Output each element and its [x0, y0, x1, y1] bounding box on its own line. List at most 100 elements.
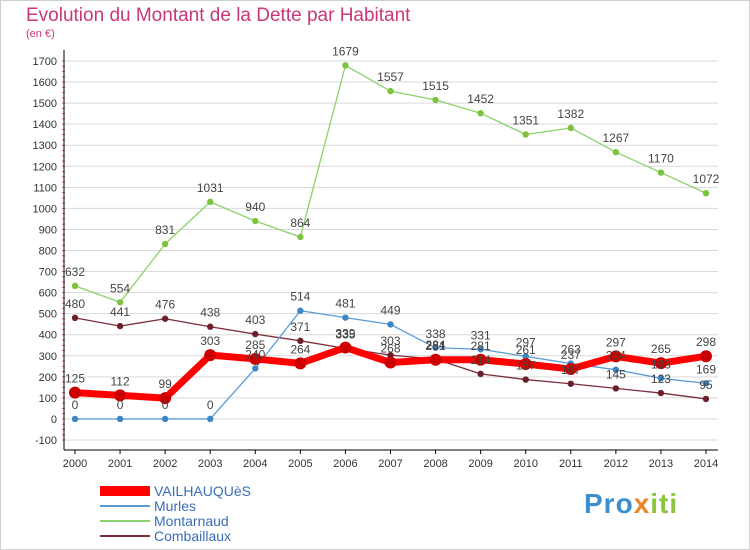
data-point — [474, 353, 487, 366]
data-point — [702, 190, 710, 197]
data-label: 438 — [200, 306, 220, 320]
data-label: 1557 — [377, 70, 404, 84]
data-point — [116, 415, 124, 423]
x-tick-label: 2009 — [468, 458, 492, 470]
data-point — [612, 366, 620, 373]
data-label: 554 — [110, 281, 130, 295]
data-point — [522, 376, 529, 383]
data-label: 403 — [245, 313, 265, 327]
y-tick-label: 1700 — [33, 56, 57, 68]
data-label: 1382 — [557, 107, 584, 121]
data-label: 169 — [696, 362, 716, 376]
data-label: 145 — [606, 367, 626, 381]
data-label: 281 — [471, 339, 491, 353]
data-label: 1170 — [648, 152, 674, 166]
data-label: 514 — [290, 290, 310, 304]
y-tick-label: 800 — [39, 246, 57, 258]
data-label: 187 — [516, 359, 536, 373]
data-label: 338 — [426, 327, 446, 341]
chart-title: Evolution du Montant de la Dette par Hab… — [26, 5, 411, 26]
data-point — [339, 341, 352, 354]
y-tick-label: 1100 — [33, 182, 57, 194]
data-point — [116, 299, 124, 306]
data-point — [71, 282, 79, 290]
data-label: 125 — [65, 372, 85, 386]
data-label: 240 — [245, 347, 265, 361]
data-point — [432, 344, 439, 351]
legend-swatch — [100, 486, 150, 496]
x-tick-label: 2012 — [604, 458, 628, 470]
x-tick-label: 2005 — [288, 458, 312, 470]
data-point — [564, 363, 577, 376]
data-label: 449 — [380, 303, 400, 317]
data-point — [700, 350, 712, 363]
data-point — [297, 307, 304, 314]
data-point — [207, 415, 214, 423]
x-tick-label: 2004 — [243, 458, 267, 470]
data-point — [429, 353, 442, 366]
data-label: 214 — [471, 353, 491, 367]
x-tick-label: 2007 — [378, 458, 402, 470]
x-tick-label: 2006 — [333, 458, 357, 470]
data-label: 1515 — [422, 79, 449, 93]
data-label: 476 — [155, 298, 175, 312]
data-label: 1679 — [332, 44, 359, 58]
y-tick-label: 400 — [39, 330, 57, 342]
data-label: 1267 — [603, 131, 630, 145]
data-label: 297 — [516, 335, 536, 349]
data-point — [609, 350, 622, 363]
data-point — [297, 337, 304, 345]
y-axis-unit: (en €) — [26, 28, 55, 40]
x-tick-label: 2011 — [559, 458, 583, 470]
y-tick-label: 1600 — [33, 77, 57, 89]
x-tick-label: 2008 — [423, 458, 447, 470]
y-tick-label: 1200 — [33, 161, 57, 173]
x-tick-label: 2003 — [198, 458, 222, 470]
y-tick-label: 700 — [39, 267, 57, 279]
y-tick-label: 0 — [51, 414, 57, 426]
data-point — [567, 124, 574, 132]
data-point — [71, 314, 79, 322]
data-point — [657, 375, 665, 382]
data-point — [612, 148, 620, 156]
data-point — [161, 240, 169, 248]
legend-swatch — [100, 505, 150, 507]
data-point — [116, 322, 124, 330]
data-point — [387, 87, 394, 95]
data-label: 112 — [111, 374, 130, 388]
x-tick-label: 2014 — [694, 458, 718, 470]
data-point — [657, 169, 665, 176]
y-tick-label: 200 — [39, 372, 57, 384]
y-tick-label: 100 — [39, 393, 57, 405]
data-label: 940 — [245, 200, 265, 214]
data-label: 193 — [651, 357, 671, 371]
x-tick-label: 2001 — [108, 458, 132, 470]
data-point — [567, 380, 574, 387]
y-tick-label: 300 — [39, 351, 57, 363]
legend-swatch — [100, 520, 150, 522]
data-label: 261 — [516, 343, 536, 357]
data-point — [522, 353, 529, 360]
y-tick-label: -100 — [35, 435, 57, 447]
data-point — [384, 356, 397, 369]
data-label: 0 — [72, 398, 79, 412]
y-tick-label: 500 — [39, 309, 57, 321]
data-label: 284 — [426, 338, 446, 352]
data-point — [702, 380, 710, 387]
data-label: 632 — [65, 265, 85, 279]
data-label: 371 — [290, 320, 310, 334]
data-point — [294, 357, 307, 370]
data-point — [207, 323, 214, 330]
data-point — [161, 315, 169, 322]
data-label: 864 — [290, 216, 310, 230]
data-point — [342, 314, 349, 321]
data-label: 339 — [335, 327, 355, 341]
data-point — [252, 330, 259, 338]
data-label: 0 — [207, 398, 214, 412]
data-label: 281 — [426, 339, 446, 353]
x-tick-label: 2013 — [649, 458, 673, 470]
data-point — [522, 131, 529, 138]
data-point — [204, 349, 217, 362]
data-label: 264 — [290, 342, 310, 356]
x-tick-label: 2002 — [153, 458, 177, 470]
